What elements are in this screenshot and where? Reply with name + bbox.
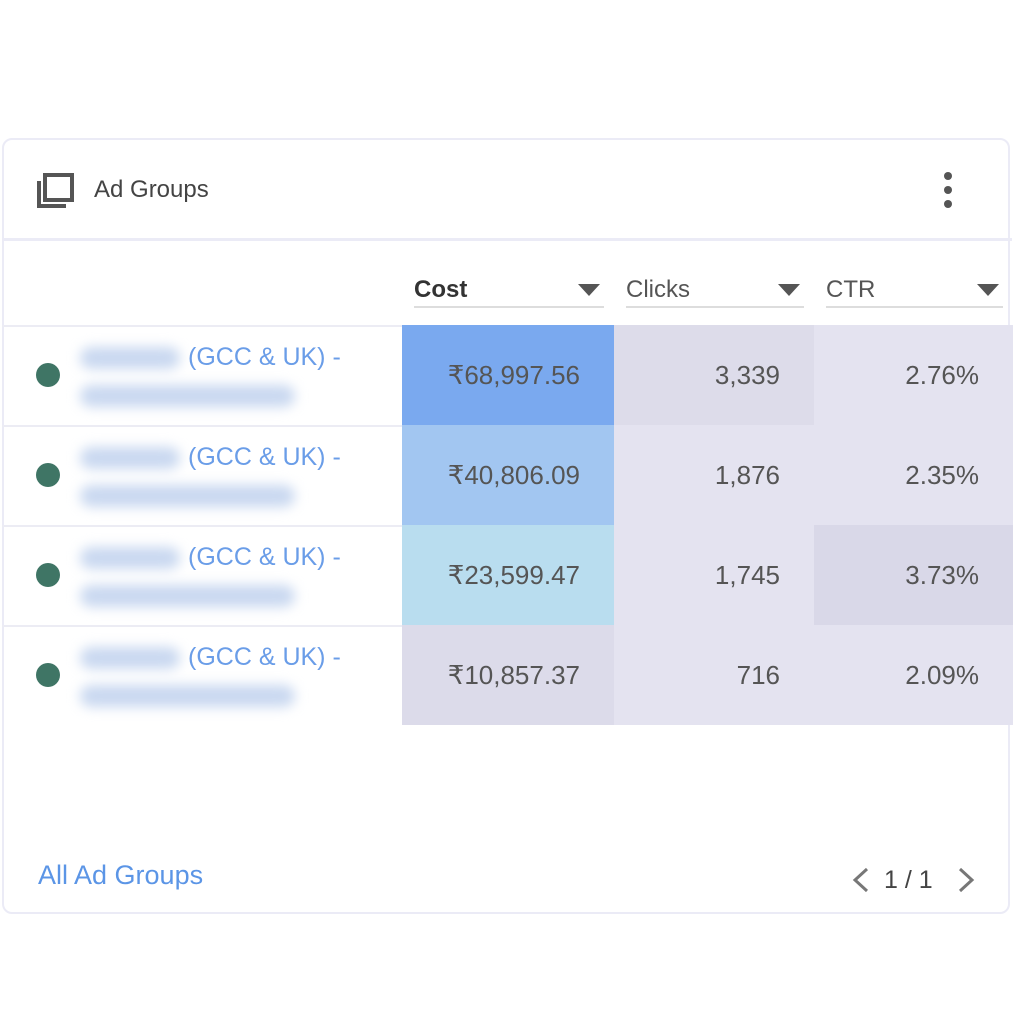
row (2, 325, 402, 425)
status-dot (36, 563, 60, 587)
cell-ctr: 2.35% (814, 425, 1013, 525)
blurred-text (80, 685, 295, 707)
blurred-text (80, 347, 180, 369)
row (2, 425, 402, 525)
ad-group-name[interactable]: (GCC & UK) - (188, 443, 341, 471)
cell-cost: ₹40,806.09 (402, 425, 614, 525)
cell-cost: ₹68,997.56 (402, 325, 614, 425)
card-title: Ad Groups (94, 176, 209, 203)
column-header[interactable]: Clicks (626, 276, 804, 308)
cell-cost: ₹10,857.37 (402, 625, 614, 725)
cell-ctr: 2.09% (814, 625, 1013, 725)
next-page[interactable] (955, 866, 977, 894)
sort-arrow (778, 284, 800, 296)
column-header[interactable]: Cost (414, 276, 604, 308)
more-menu[interactable] (938, 170, 958, 210)
blurred-text (80, 585, 295, 607)
column-header[interactable]: CTR (826, 276, 1003, 308)
cell-cost: ₹23,599.47 (402, 525, 614, 625)
cell-clicks: 716 (614, 625, 814, 725)
cell-ctr: 2.76% (814, 325, 1013, 425)
sort-arrow (578, 284, 600, 296)
prev-page[interactable] (850, 866, 872, 894)
divider (2, 238, 1012, 241)
ad-group-name[interactable]: (GCC & UK) - (188, 343, 341, 371)
blurred-text (80, 547, 180, 569)
blurred-text (80, 485, 295, 507)
sort-arrow (977, 284, 999, 296)
cell-clicks: 1,745 (614, 525, 814, 625)
ad-groups-icon (37, 173, 74, 208)
blurred-text (80, 385, 295, 407)
ad-group-name[interactable]: (GCC & UK) - (188, 543, 341, 571)
blurred-text (80, 447, 180, 469)
cell-clicks: 1,876 (614, 425, 814, 525)
blurred-text (80, 647, 180, 669)
cell-ctr: 3.73% (814, 525, 1013, 625)
row (2, 525, 402, 625)
cell-clicks: 3,339 (614, 325, 814, 425)
ad-group-name[interactable]: (GCC & UK) - (188, 643, 341, 671)
status-dot (36, 463, 60, 487)
status-dot (36, 363, 60, 387)
all-ad-groups-link[interactable]: All Ad Groups (38, 860, 204, 890)
page-indicator: 1 / 1 (884, 866, 933, 894)
status-dot (36, 663, 60, 687)
row (2, 625, 402, 725)
